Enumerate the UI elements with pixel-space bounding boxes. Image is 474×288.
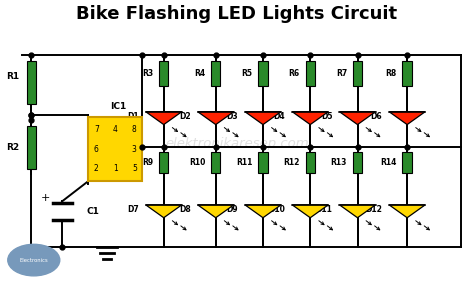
- Text: D12: D12: [365, 205, 382, 214]
- Text: D5: D5: [321, 111, 332, 121]
- Text: R4: R4: [194, 69, 205, 78]
- Bar: [211, 152, 220, 173]
- Text: +: +: [41, 194, 50, 203]
- Text: IC1: IC1: [110, 102, 126, 111]
- Bar: [353, 152, 362, 173]
- Bar: [353, 61, 362, 86]
- Text: R11: R11: [236, 158, 253, 167]
- Bar: [258, 61, 268, 86]
- Polygon shape: [198, 112, 234, 125]
- Text: D2: D2: [179, 111, 191, 121]
- Text: D1: D1: [127, 111, 138, 121]
- Text: R13: R13: [331, 158, 347, 167]
- Text: 6: 6: [94, 145, 99, 154]
- Text: R1: R1: [7, 72, 19, 81]
- Bar: [27, 126, 36, 169]
- Bar: [306, 61, 315, 86]
- Bar: [306, 152, 315, 173]
- Text: R14: R14: [380, 158, 397, 167]
- Bar: [88, 117, 143, 181]
- Circle shape: [8, 244, 60, 276]
- Text: D10: D10: [268, 205, 285, 214]
- Text: R8: R8: [385, 69, 397, 78]
- Bar: [211, 61, 220, 86]
- Polygon shape: [292, 112, 328, 125]
- Text: 3: 3: [132, 145, 137, 154]
- Text: D9: D9: [226, 205, 238, 214]
- Polygon shape: [146, 205, 182, 218]
- Text: D6: D6: [370, 111, 382, 121]
- Polygon shape: [146, 112, 182, 125]
- Polygon shape: [339, 205, 375, 218]
- Polygon shape: [245, 112, 281, 125]
- Bar: [27, 60, 36, 104]
- Text: C1: C1: [87, 207, 100, 216]
- Text: 8: 8: [132, 125, 137, 134]
- Text: 2: 2: [94, 164, 99, 173]
- Text: 7: 7: [94, 125, 99, 134]
- Text: Bike Flashing LED Lights Circuit: Bike Flashing LED Lights Circuit: [76, 5, 398, 22]
- Text: R2: R2: [7, 143, 19, 152]
- Text: R12: R12: [283, 158, 300, 167]
- Bar: [402, 61, 412, 86]
- Polygon shape: [245, 205, 281, 218]
- Polygon shape: [389, 205, 425, 218]
- Bar: [258, 152, 268, 173]
- Text: D11: D11: [316, 205, 332, 214]
- Polygon shape: [339, 112, 375, 125]
- Text: D3: D3: [226, 111, 238, 121]
- Text: elektronikaresep.com: elektronikaresep.com: [165, 137, 309, 151]
- Polygon shape: [198, 205, 234, 218]
- Polygon shape: [292, 205, 328, 218]
- Bar: [159, 152, 168, 173]
- Text: R5: R5: [242, 69, 253, 78]
- Text: 1: 1: [113, 164, 118, 173]
- Text: R7: R7: [336, 69, 347, 78]
- Text: D8: D8: [179, 205, 191, 214]
- Bar: [159, 61, 168, 86]
- Text: Electronics: Electronics: [19, 257, 48, 263]
- Text: 5: 5: [132, 164, 137, 173]
- Bar: [402, 152, 412, 173]
- Text: R3: R3: [142, 69, 154, 78]
- Text: R6: R6: [289, 69, 300, 78]
- Text: R10: R10: [189, 158, 205, 167]
- Text: 4: 4: [113, 125, 118, 134]
- Text: R9: R9: [142, 158, 154, 167]
- Text: D7: D7: [127, 205, 138, 214]
- Text: D4: D4: [273, 111, 285, 121]
- Polygon shape: [389, 112, 425, 125]
